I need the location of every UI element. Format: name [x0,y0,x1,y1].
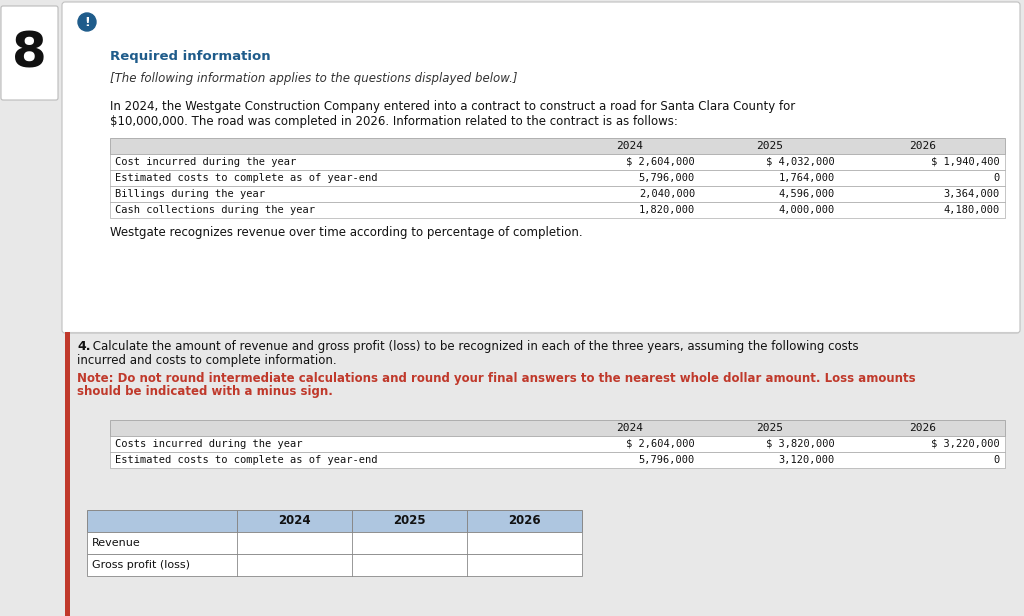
Text: 1,764,000: 1,764,000 [778,173,835,183]
Text: 0: 0 [993,455,1000,465]
Text: 2,040,000: 2,040,000 [639,189,695,199]
Text: Cash collections during the year: Cash collections during the year [115,205,315,215]
Text: Calculate the amount of revenue and gross profit (loss) to be recognized in each: Calculate the amount of revenue and gros… [89,340,859,353]
Text: 4,180,000: 4,180,000 [944,205,1000,215]
Text: Revenue: Revenue [92,538,140,548]
Text: Note: Do not round intermediate calculations and round your final answers to the: Note: Do not round intermediate calculat… [77,372,915,385]
Text: 4,596,000: 4,596,000 [778,189,835,199]
Text: Gross profit (loss): Gross profit (loss) [92,560,190,570]
Text: should be indicated with a minus sign.: should be indicated with a minus sign. [77,385,333,398]
Bar [110,436,1005,452]
Bar [87,532,582,554]
Text: $ 1,940,400: $ 1,940,400 [931,157,1000,167]
Text: $10,000,000. The road was completed in 2026. Information related to the contract: $10,000,000. The road was completed in 2… [110,115,678,128]
Bar [110,138,1005,154]
Bar [87,554,582,576]
Text: [The following information applies to the questions displayed below.]: [The following information applies to th… [110,72,517,85]
Text: Costs incurred during the year: Costs incurred during the year [115,439,302,449]
Text: $ 2,604,000: $ 2,604,000 [627,157,695,167]
Text: 8: 8 [11,29,46,77]
Text: 2025: 2025 [757,141,783,151]
Text: $ 4,032,000: $ 4,032,000 [766,157,835,167]
Text: 5,796,000: 5,796,000 [639,173,695,183]
Text: Estimated costs to complete as of year-end: Estimated costs to complete as of year-e… [115,173,378,183]
Text: $ 3,820,000: $ 3,820,000 [766,439,835,449]
Text: 2024: 2024 [616,423,643,433]
Bar [110,452,1005,468]
Text: $ 3,220,000: $ 3,220,000 [931,439,1000,449]
Text: Cost incurred during the year: Cost incurred during the year [115,157,296,167]
Text: Westgate recognizes revenue over time according to percentage of completion.: Westgate recognizes revenue over time ac… [110,226,583,239]
Text: 2024: 2024 [616,141,643,151]
Text: 3,120,000: 3,120,000 [778,455,835,465]
Text: 2026: 2026 [909,141,936,151]
Text: 4.: 4. [77,340,90,353]
Text: 4,000,000: 4,000,000 [778,205,835,215]
Bar [110,420,1005,436]
Text: 1,820,000: 1,820,000 [639,205,695,215]
Text: Required information: Required information [110,50,270,63]
Bar [110,170,1005,186]
Text: 3,364,000: 3,364,000 [944,189,1000,199]
FancyBboxPatch shape [62,2,1020,333]
Bar [110,186,1005,202]
Text: 2025: 2025 [757,423,783,433]
Text: 2024: 2024 [279,514,311,527]
Text: In 2024, the Westgate Construction Company entered into a contract to construct : In 2024, the Westgate Construction Compa… [110,100,796,113]
Text: 0: 0 [993,173,1000,183]
Bar [65,332,70,616]
Text: $ 2,604,000: $ 2,604,000 [627,439,695,449]
Text: 2025: 2025 [393,514,426,527]
Bar [110,154,1005,170]
FancyBboxPatch shape [1,6,58,100]
Text: 5,796,000: 5,796,000 [639,455,695,465]
Bar [87,510,582,532]
Text: Billings during the year: Billings during the year [115,189,265,199]
Text: 2026: 2026 [909,423,936,433]
Text: 2026: 2026 [508,514,541,527]
Text: incurred and costs to complete information.: incurred and costs to complete informati… [77,354,337,367]
Bar [110,202,1005,218]
Text: !: ! [84,15,90,28]
Text: Estimated costs to complete as of year-end: Estimated costs to complete as of year-e… [115,455,378,465]
Circle shape [78,13,96,31]
